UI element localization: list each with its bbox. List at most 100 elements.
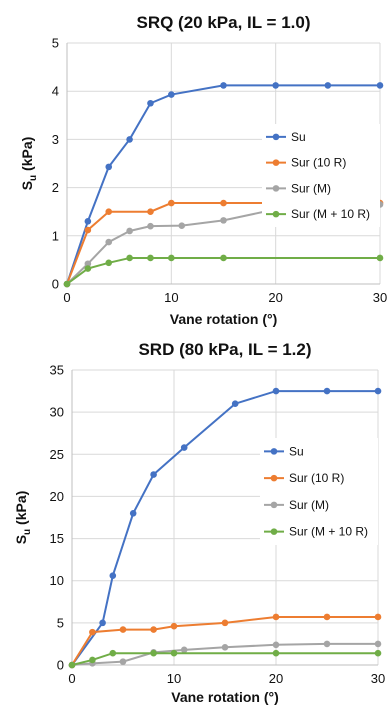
y-tick-label: 15 (50, 531, 64, 546)
x-axis-label: Vane rotation (°) (170, 311, 278, 327)
data-point (105, 208, 113, 215)
data-point (168, 254, 175, 262)
y-axis-label-sub: u (28, 175, 39, 181)
legend-swatch-marker (270, 501, 278, 509)
series-line (71, 652, 378, 666)
data-point (272, 649, 280, 657)
series-line (66, 256, 380, 285)
data-point (170, 622, 178, 630)
data-point (220, 217, 227, 224)
y-tick-label: 25 (50, 447, 64, 462)
data-point (231, 400, 239, 408)
data-point (180, 444, 188, 451)
x-tick-label: 0 (68, 671, 75, 686)
y-tick-label: 10 (50, 573, 64, 588)
data-point (105, 163, 113, 171)
chart-srq: SRQ (20 kPa, IL = 1.0) 0 1 2 3 4 5 0 10 20 30 Vane … (19, 13, 387, 327)
series-line (71, 390, 378, 666)
data-point (221, 619, 229, 627)
data-point (178, 222, 186, 229)
legend-swatch-marker (270, 448, 278, 455)
data-point (68, 661, 76, 669)
y-tick-label: 35 (50, 363, 64, 378)
y-tick-label: 0 (57, 658, 64, 673)
legend-entry-label: Sur (M) (291, 181, 331, 195)
x-tick-label: 30 (373, 290, 387, 305)
data-point (221, 644, 229, 651)
legend-entry-label: Sur (M) (289, 498, 329, 512)
data-point (84, 265, 92, 272)
data-point (63, 280, 71, 288)
chart-title: SRD (80 kPa, IL = 1.2) (138, 340, 311, 359)
data-point (126, 136, 133, 143)
data-point (147, 222, 154, 230)
data-point (105, 259, 113, 267)
y-tick-label: 20 (50, 489, 64, 504)
legend-swatch-marker (270, 474, 278, 482)
legend-entry-label: Su (291, 130, 306, 144)
y-axis-label-unit: (kPa) (13, 491, 29, 529)
data-point (150, 649, 157, 657)
data-point (272, 641, 280, 649)
chart-srd: SRD (80 kPa, IL = 1.2) 0 5 10 15 20 25 30 35 0 10 2… (13, 340, 385, 705)
x-tick-label: 20 (269, 671, 283, 686)
data-point (89, 628, 96, 636)
legend-entry-label: Sur (M + 10 R) (289, 525, 368, 539)
data-point (119, 626, 127, 633)
data-point (180, 646, 188, 654)
y-axis-label: Su (kPa) (13, 491, 33, 545)
y-axis-label-sub: u (22, 529, 33, 535)
data-point (109, 649, 117, 657)
data-point (150, 626, 157, 633)
y-tick-label: 0 (52, 277, 59, 292)
y-tick-label: 4 (52, 84, 59, 99)
data-point (126, 227, 133, 235)
y-tick-label: 1 (52, 228, 59, 243)
data-point (150, 471, 157, 478)
chart-title: SRQ (20 kPa, IL = 1.0) (136, 13, 310, 32)
data-point (84, 226, 92, 234)
data-point (168, 199, 175, 207)
data-point (168, 91, 175, 98)
data-point (376, 254, 384, 262)
y-tick-label: 3 (52, 132, 59, 147)
data-point (272, 613, 280, 621)
y-tick-label: 30 (50, 405, 64, 420)
y-tick-label: 5 (57, 615, 64, 630)
data-point (147, 254, 154, 262)
data-point (105, 238, 113, 246)
legend-box (260, 438, 378, 545)
legend: Su Sur (10 R) Sur (M) Sur (M + 10 R) (260, 438, 378, 545)
legend-swatch-marker (270, 528, 278, 535)
legend-swatch-marker (272, 185, 280, 192)
data-point (109, 572, 117, 579)
data-point (84, 218, 92, 225)
data-point (323, 640, 331, 648)
x-tick-label: 0 (63, 290, 70, 305)
data-point (374, 649, 382, 657)
x-tick-label: 20 (268, 290, 282, 305)
data-point (324, 82, 332, 89)
data-point (147, 99, 154, 107)
y-tick-label: 5 (52, 36, 59, 51)
y-axis-label-main: S (13, 535, 29, 544)
legend-swatch-marker (272, 159, 280, 166)
x-axis-label: Vane rotation (°) (171, 689, 279, 705)
legend-swatch-marker (272, 133, 280, 141)
data-point (272, 387, 280, 395)
legend-entry-label: Sur (10 R) (289, 471, 344, 485)
data-point (126, 254, 133, 262)
legend-entry-label: Su (289, 444, 304, 458)
y-tick-label: 2 (52, 180, 59, 195)
data-point (374, 613, 382, 621)
data-point (374, 387, 382, 395)
data-point (84, 260, 92, 268)
series-line (66, 84, 380, 285)
y-axis-label: Su (kPa) (19, 137, 39, 191)
legend-entry-label: Sur (10 R) (291, 156, 346, 170)
data-point (220, 254, 227, 262)
data-point (272, 82, 279, 89)
legend-entry-label: Sur (M + 10 R) (291, 207, 370, 221)
